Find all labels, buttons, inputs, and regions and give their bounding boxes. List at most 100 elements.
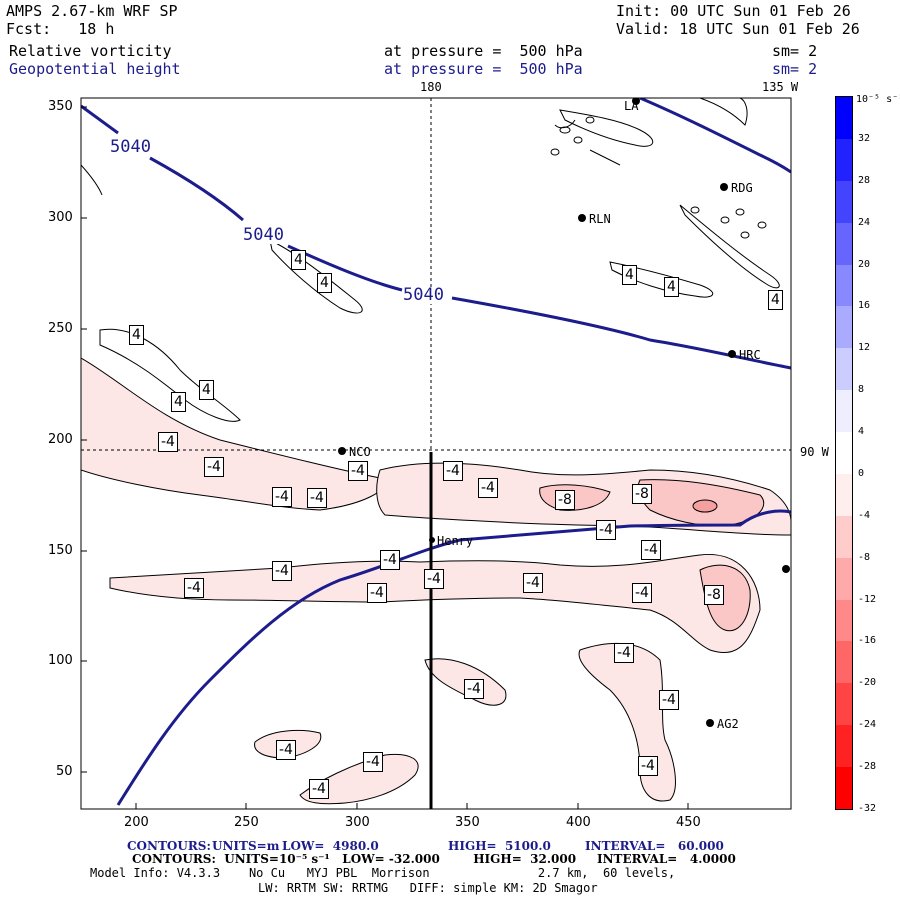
vort-label: -4	[307, 488, 327, 508]
colorbar-tick: 20	[858, 258, 871, 270]
vort-label: -4	[641, 540, 661, 560]
vort-label: -8	[632, 484, 652, 504]
colorbar-swatch	[836, 348, 852, 391]
colorbar-tick: -20	[858, 677, 877, 689]
y-tick: 300	[48, 210, 73, 225]
colorbar-swatch	[836, 264, 852, 307]
valid-time: Valid: 18 UTC Sun 01 Feb 26	[616, 20, 860, 38]
vort-label: 4	[199, 380, 214, 400]
vort-label: -4	[424, 569, 444, 589]
x-tick: 300	[345, 815, 370, 830]
x-tick: 200	[124, 815, 149, 830]
colorbar-swatch	[836, 97, 852, 139]
colorbar-tick: 8	[858, 384, 865, 396]
vort-label: -4	[367, 583, 387, 603]
x-tick: 350	[455, 815, 480, 830]
colorbar-swatch	[836, 390, 852, 432]
footer-interval1: INTERVAL= 60.000	[585, 839, 724, 853]
vort-label: -4	[659, 690, 679, 710]
vort-label: -4	[158, 432, 178, 452]
vort-label: -4	[276, 740, 296, 760]
positive-vorticity-contours	[81, 98, 780, 422]
vort-label: -8	[555, 490, 575, 510]
longitude-label-135w: 135 W	[762, 80, 799, 94]
vort-label: 4	[171, 392, 186, 412]
station-rln: RLN	[589, 212, 611, 226]
colorbar-swatch	[836, 515, 852, 558]
y-tick: 150	[48, 543, 73, 558]
vort-label: -4	[380, 550, 400, 570]
init-time: Init: 00 UTC Sun 01 Feb 26	[616, 2, 851, 20]
field1-level: at pressure = 500 hPa	[384, 42, 583, 60]
footer-low1: LOW= 4980.0	[282, 839, 379, 853]
height-label: 5040	[110, 137, 151, 157]
station-rdg: RDG	[731, 181, 753, 195]
colorbar-swatch	[836, 306, 852, 349]
colorbar-tick: -16	[858, 635, 877, 647]
model-title: AMPS 2.67-km WRF SP	[6, 2, 178, 20]
field2-name: Geopotential height	[9, 60, 181, 78]
station-markers	[338, 98, 790, 727]
colorbar	[835, 96, 853, 810]
vort-label: -4	[523, 573, 543, 593]
vort-label: -4	[638, 756, 658, 776]
longitude-label-180: 180	[420, 80, 442, 94]
colorbar-tick: 24	[858, 216, 871, 228]
station-ag2: AG2	[717, 717, 739, 731]
vort-label: -4	[348, 461, 368, 481]
colorbar-tick: 12	[858, 342, 871, 354]
vort-label: -4	[464, 679, 484, 699]
colorbar-tick: 32	[858, 132, 871, 144]
y-tick: 50	[56, 764, 73, 779]
vort-label: -4	[309, 779, 329, 799]
vort-label: -4	[632, 583, 652, 603]
station-henry: Henry	[437, 534, 474, 548]
footer-units1: UNITS=m	[212, 839, 280, 853]
geopotential-height-contours	[81, 98, 791, 806]
footer-model-info: Model Info: V4.3.3 No Cu MYJ PBL Morriso…	[90, 866, 676, 880]
longitude-label-90w: 90 W	[800, 445, 829, 459]
vort-label: 4	[664, 277, 679, 297]
colorbar-tick: 16	[858, 300, 871, 312]
colorbar-swatch	[836, 599, 852, 642]
colorbar-swatch	[836, 557, 852, 600]
vort-label: -4	[184, 578, 204, 598]
vort-label: -4	[204, 457, 224, 477]
colorbar-swatch	[836, 725, 852, 767]
vort-label: 4	[768, 290, 783, 310]
field1-name: Relative vorticity	[9, 42, 172, 60]
vort-label: -4	[272, 561, 292, 581]
colorbar-tick: -8	[858, 551, 871, 563]
colorbar-tick: -28	[858, 761, 877, 773]
colorbar-swatch	[836, 641, 852, 684]
height-label: 5040	[403, 285, 444, 305]
height-label: 5040	[243, 225, 284, 245]
x-tick: 400	[566, 815, 591, 830]
colorbar-swatch	[836, 473, 852, 516]
y-tick: 200	[48, 432, 73, 447]
colorbar-swatch	[836, 767, 852, 809]
x-tick: 250	[234, 815, 259, 830]
colorbar-units: 10⁻⁵ s⁻¹	[856, 94, 900, 105]
footer-high1: HIGH= 5100.0	[448, 839, 551, 853]
vort-label: -4	[363, 752, 383, 772]
forecast-hour: Fcst: 18 h	[6, 20, 115, 38]
colorbar-tick: 0	[858, 467, 865, 479]
colorbar-tick: -4	[858, 509, 871, 521]
station-nco: NCO	[349, 445, 371, 459]
y-tick: 100	[48, 653, 73, 668]
colorbar-tick: 28	[858, 174, 871, 186]
vort-label: -4	[614, 643, 634, 663]
footer-contours1: CONTOURS:	[127, 839, 211, 853]
colorbar-tick: 4	[858, 426, 865, 438]
vort-label: 4	[291, 250, 306, 270]
colorbar-swatch	[836, 683, 852, 726]
y-tick: 250	[48, 321, 73, 336]
footer-physics: LW: RRTM SW: RRTMG DIFF: simple KM: 2D S…	[258, 881, 598, 895]
vort-label: -4	[596, 520, 616, 540]
colorbar-tick: -24	[858, 719, 877, 731]
colorbar-swatch	[836, 138, 852, 181]
field1-smoothing: sm= 2	[772, 42, 818, 60]
vort-label: 4	[317, 273, 332, 293]
